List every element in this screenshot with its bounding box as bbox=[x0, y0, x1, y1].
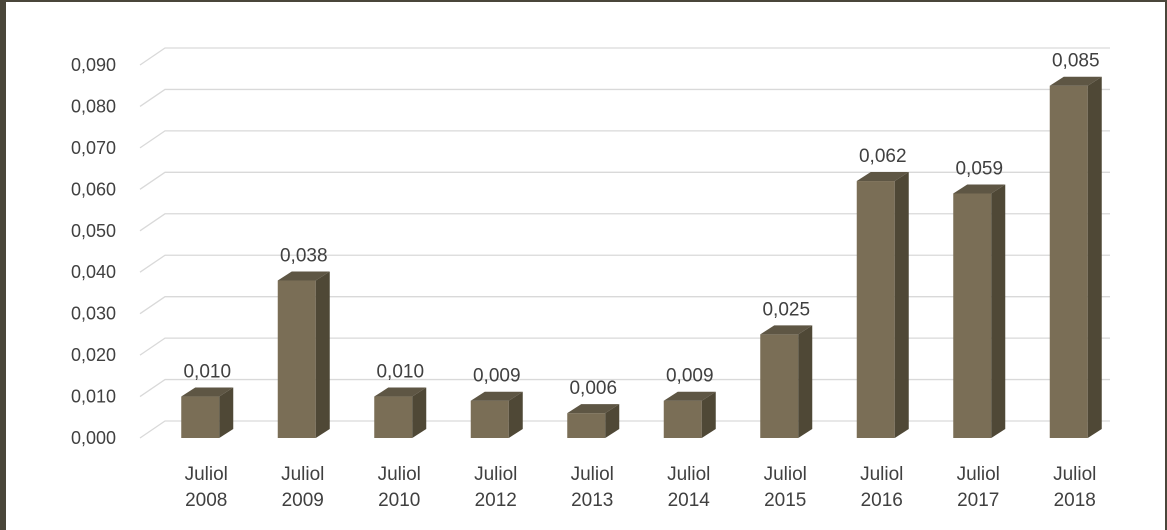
bars bbox=[181, 76, 1102, 439]
y-tick-label: 0,040 bbox=[71, 262, 116, 282]
bar-side bbox=[701, 391, 716, 438]
y-tick-label: 0,050 bbox=[71, 221, 116, 241]
y-tick-label: 0,070 bbox=[71, 138, 116, 158]
bar-front bbox=[181, 396, 220, 438]
x-category-label: Juliol 2009 bbox=[281, 464, 324, 511]
bar bbox=[663, 391, 716, 438]
gridline bbox=[139, 254, 1110, 273]
bar-side bbox=[798, 325, 813, 438]
bar bbox=[760, 325, 813, 438]
bar-front bbox=[663, 400, 702, 438]
x-category-label: Juliol 2013 bbox=[571, 464, 614, 511]
bar-front bbox=[953, 193, 992, 438]
y-tick-label: 0,030 bbox=[71, 304, 116, 324]
bar bbox=[470, 391, 523, 438]
y-tick-label: 0,020 bbox=[71, 345, 116, 365]
bar-side bbox=[315, 271, 330, 438]
gridlines bbox=[139, 47, 1110, 439]
bar bbox=[277, 271, 330, 438]
data-label: 0,006 bbox=[569, 378, 617, 399]
data-label: 0,062 bbox=[859, 146, 907, 167]
x-category-label: Juliol 2016 bbox=[860, 464, 903, 511]
x-category-label: Juliol 2012 bbox=[474, 464, 517, 511]
bar-front bbox=[277, 280, 316, 438]
x-axis-category-labels: Juliol 2008 Juliol 2009 Juliol 2010 Juliol 2012… bbox=[185, 464, 1097, 511]
bar-front bbox=[567, 413, 606, 438]
data-labels: 0,010 0,038 0,010 0,009 0,006 0,009 0,025 0,062… bbox=[183, 51, 1099, 399]
bar bbox=[1049, 76, 1102, 438]
data-label: 0,009 bbox=[473, 366, 521, 387]
data-label: 0,010 bbox=[183, 362, 231, 383]
gridline bbox=[139, 171, 1110, 190]
bar-top bbox=[470, 391, 523, 401]
bar-side bbox=[991, 184, 1006, 438]
data-label: 0,009 bbox=[666, 366, 714, 387]
data-label: 0,059 bbox=[955, 158, 1003, 179]
bar-side bbox=[219, 387, 234, 438]
bar-front bbox=[470, 400, 509, 438]
bar-side bbox=[508, 391, 523, 438]
bar bbox=[374, 387, 427, 438]
y-tick-label: 0,060 bbox=[71, 179, 116, 199]
bar-front bbox=[760, 334, 799, 438]
bar-front bbox=[1049, 85, 1088, 438]
bar-top bbox=[374, 387, 427, 397]
data-label: 0,085 bbox=[1052, 51, 1100, 72]
y-tick-label: 0,090 bbox=[71, 55, 116, 75]
x-category-label: Juliol 2010 bbox=[378, 464, 421, 511]
y-tick-label: 0,010 bbox=[71, 387, 116, 407]
bar bbox=[856, 172, 909, 439]
gridline bbox=[139, 88, 1110, 107]
y-tick-label: 0,080 bbox=[71, 96, 116, 116]
y-axis-tick-labels: 0,000 0,010 0,020 0,030 0,040 0,050 0,060 0,070… bbox=[71, 55, 116, 448]
bar bbox=[953, 184, 1006, 438]
gridline bbox=[139, 47, 1110, 66]
x-category-label: Juliol 2014 bbox=[667, 464, 710, 511]
gridline bbox=[139, 130, 1110, 149]
bar bbox=[567, 404, 620, 438]
data-label: 0,038 bbox=[280, 246, 328, 267]
x-category-label: Juliol 2015 bbox=[764, 464, 807, 511]
y-tick-label: 0,000 bbox=[71, 428, 116, 448]
bar-front bbox=[374, 396, 413, 438]
bar-side bbox=[412, 387, 427, 438]
bar bbox=[181, 387, 234, 438]
bar-side bbox=[894, 172, 909, 439]
gridline bbox=[139, 213, 1110, 232]
bar-top bbox=[953, 184, 1006, 194]
bar-top bbox=[1049, 76, 1102, 86]
bar-top bbox=[181, 387, 234, 397]
x-category-label: Juliol 2008 bbox=[185, 464, 228, 511]
x-category-label: Juliol 2017 bbox=[957, 464, 1000, 511]
gridline bbox=[139, 296, 1110, 315]
bar-front bbox=[856, 181, 895, 439]
bar-top bbox=[663, 391, 716, 401]
bar-top bbox=[277, 271, 330, 281]
data-label: 0,010 bbox=[376, 362, 424, 383]
data-label: 0,025 bbox=[762, 299, 810, 320]
bar-side bbox=[605, 404, 620, 438]
bar-top bbox=[567, 404, 620, 414]
bar-top bbox=[760, 325, 813, 335]
x-category-label: Juliol 2018 bbox=[1053, 464, 1096, 511]
bar-side bbox=[1087, 76, 1102, 438]
bar-top bbox=[856, 172, 909, 182]
